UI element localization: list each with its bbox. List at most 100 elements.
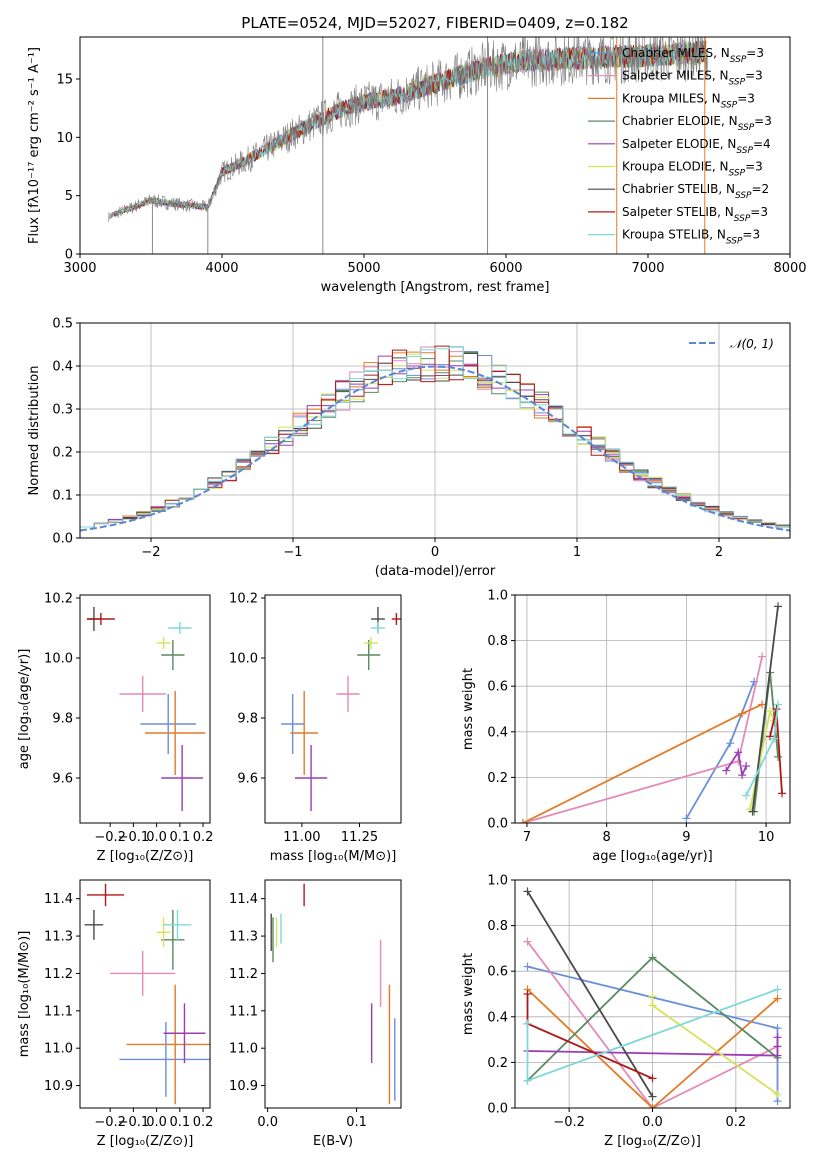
x-tick-label: 0.2 xyxy=(725,1115,746,1130)
y-tick-label: 10.0 xyxy=(44,652,73,667)
x-tick-label: 0.1 xyxy=(346,1115,367,1130)
x-tick-label: 9 xyxy=(682,830,690,845)
y-tick-label: 0.3 xyxy=(52,403,73,418)
series-line xyxy=(526,890,654,1098)
y-tick-label: 9.8 xyxy=(52,712,73,727)
y-tick-label: 9.6 xyxy=(52,772,73,787)
x-tick-label: −2 xyxy=(141,545,160,560)
x-tick-label: 1 xyxy=(573,545,581,560)
legend-tail: =3 xyxy=(745,160,763,174)
y-tick-label: 0.1 xyxy=(52,489,73,504)
legend-tail: =3 xyxy=(750,205,768,219)
y-tick-label: 11.3 xyxy=(44,930,73,945)
legend-entry: 𝒩(0, 1) xyxy=(730,337,774,351)
mass-weight-plot xyxy=(523,887,782,1108)
x-tick-label: 0 xyxy=(431,545,439,560)
legend-subscript: SSP xyxy=(729,78,746,88)
y-tick-label: 11.4 xyxy=(229,892,258,907)
y-tick-label: 0.0 xyxy=(487,817,508,832)
x-tick-label: 3000 xyxy=(63,261,96,276)
y-axis-label: mass weight xyxy=(461,953,476,1035)
y-tick-label: 10.2 xyxy=(44,592,73,607)
y-tick-label: 11.2 xyxy=(229,967,258,982)
y-tick-label: 0.6 xyxy=(487,965,508,980)
series-line xyxy=(651,996,779,1096)
legend-name: Kroupa STELIB, N xyxy=(622,228,726,242)
y-tick-label: 1.0 xyxy=(487,874,508,889)
scatter-plot xyxy=(84,883,210,1105)
legend-tail: =3 xyxy=(754,114,772,128)
legend-name: Salpeter MILES, N xyxy=(622,69,729,83)
spectrum-plot xyxy=(108,37,708,254)
y-axis-label: mass weight xyxy=(461,668,476,750)
series-line xyxy=(527,1037,779,1057)
legend-entry: Salpeter ELODIE, NSSP=4 xyxy=(622,137,771,156)
scatter-plot xyxy=(270,883,396,1105)
legend-name: Kroupa MILES, N xyxy=(622,91,721,105)
legend-tail: =2 xyxy=(752,182,770,196)
legend-entry: Kroupa STELIB, NSSP=3 xyxy=(622,228,760,247)
axes-frame xyxy=(264,879,402,1109)
legend-subscript: SSP xyxy=(721,100,738,110)
x-axis-label: age [log₁₀(age/yr)] xyxy=(592,849,713,864)
axes-frame xyxy=(79,879,211,1109)
x-tick-label: 10 xyxy=(758,830,775,845)
y-tick-label: 0.5 xyxy=(52,317,73,332)
x-tick-label: −0.2 xyxy=(94,830,126,845)
series-line xyxy=(725,749,748,779)
series-line xyxy=(749,708,775,810)
legend-entry: Kroupa ELODIE, NSSP=3 xyxy=(622,160,763,179)
histogram-plot xyxy=(80,345,790,532)
axes-frame xyxy=(79,594,211,824)
x-axis-label: Z [log₁₀(Z/Z⊙)] xyxy=(97,1134,194,1149)
series-line xyxy=(526,988,779,1108)
y-axis-label: Flux [fλ10⁻¹⁷ erg cm⁻² s⁻¹ A⁻¹] xyxy=(27,47,42,244)
axes-frame xyxy=(514,594,791,824)
y-tick-label: 11.1 xyxy=(229,1004,258,1019)
legend-name: Salpeter STELIB, N xyxy=(622,205,734,219)
x-tick-label: 5000 xyxy=(347,261,380,276)
y-tick-label: 0.2 xyxy=(487,1056,508,1071)
y-tick-label: 0.6 xyxy=(487,680,508,695)
y-tick-label: 0.0 xyxy=(52,532,73,547)
legend-entry: Salpeter STELIB, NSSP=3 xyxy=(622,205,768,224)
x-axis-label: wavelength [Angstrom, rest frame] xyxy=(321,280,550,295)
legend-entry: Kroupa MILES, NSSP=3 xyxy=(622,91,755,110)
legend-tail: =3 xyxy=(745,69,763,83)
observed-spectrum-line xyxy=(108,37,708,222)
y-tick-label: 0.4 xyxy=(52,360,73,375)
y-tick-label: 1.0 xyxy=(487,589,508,604)
x-tick-label: 11.00 xyxy=(283,830,320,845)
axes-frame xyxy=(79,36,791,255)
series-line xyxy=(526,941,778,1108)
x-tick-label: 8000 xyxy=(773,261,806,276)
y-tick-label: 0.4 xyxy=(487,725,508,740)
y-tick-label: 0.2 xyxy=(52,446,73,461)
y-tick-label: 10.0 xyxy=(229,652,258,667)
x-axis-label: Z [log₁₀(Z/Z⊙)] xyxy=(97,849,194,864)
scatter-plot xyxy=(281,607,401,811)
x-tick-label: 0.2 xyxy=(193,1115,214,1130)
legend-subscript: SSP xyxy=(734,214,751,224)
axes-frame xyxy=(264,594,402,824)
x-tick-label: 7000 xyxy=(631,261,664,276)
y-tick-label: 0.0 xyxy=(487,1102,508,1117)
x-axis-label: mass [log₁₀(M/M⊙)] xyxy=(270,849,397,864)
legend-tail: =3 xyxy=(742,228,760,242)
y-tick-label: 11.0 xyxy=(229,1042,258,1057)
y-tick-label: 10.2 xyxy=(229,592,258,607)
y-tick-label: 0.8 xyxy=(487,919,508,934)
legend-tail: =3 xyxy=(746,46,764,60)
chart-title: PLATE=0524, MJD=52027, FIBERID=0409, z=0… xyxy=(241,14,628,32)
legend-name: Kroupa ELODIE, N xyxy=(622,160,729,174)
legend-entry: Chabrier MILES, NSSP=3 xyxy=(622,46,764,65)
histogram-step xyxy=(80,346,790,528)
legend-subscript: SSP xyxy=(738,123,755,133)
x-tick-label: 0.0 xyxy=(146,830,167,845)
series-line xyxy=(685,681,755,819)
axes-frame xyxy=(79,322,791,539)
legend-subscript: SSP xyxy=(730,55,747,65)
scatter-plot xyxy=(86,607,206,811)
x-tick-label: 4000 xyxy=(205,261,238,276)
